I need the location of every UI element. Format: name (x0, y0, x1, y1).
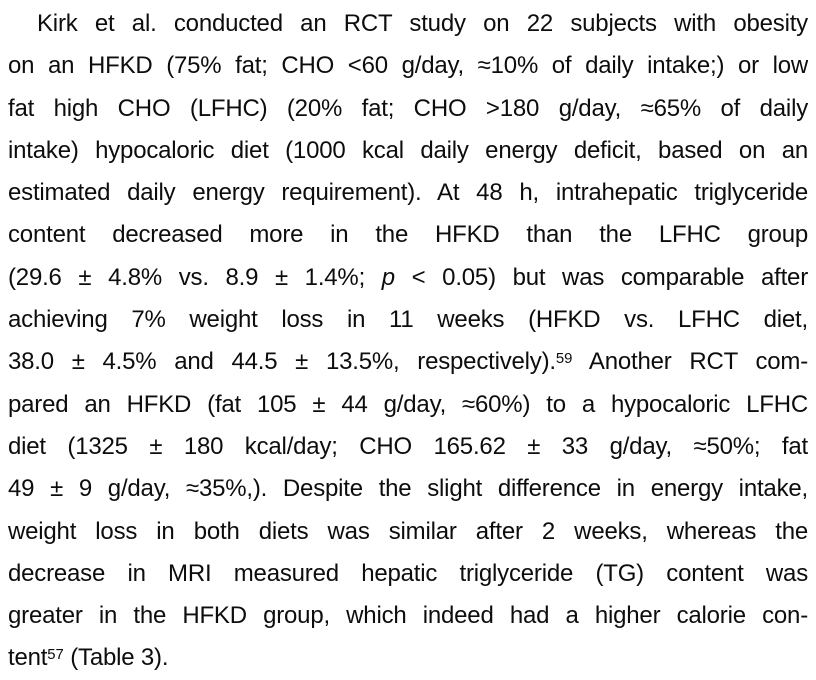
italic-text: p (381, 263, 395, 291)
text-line: fat high CHO (LFHC) (20% fat; CHO >180 g… (8, 88, 808, 130)
text-segment: diet (1325 ± 180 kcal/day; CHO 165.62 ± … (8, 432, 808, 460)
citation-superscript: 59 (555, 350, 573, 367)
text-line: decrease in MRI measured hepatic triglyc… (8, 553, 808, 595)
text-line: 38.0 ± 4.5% and 44.5 ± 13.5%, respective… (8, 341, 808, 383)
text-line: intake) hypocaloric diet (1000 kcal dail… (8, 130, 808, 172)
text-line: achieving 7% weight loss in 11 weeks (HF… (8, 299, 808, 341)
text-segment: decrease in MRI measured hepatic triglyc… (8, 559, 808, 587)
text-line: weight loss in both diets was similar af… (8, 511, 808, 553)
text-line: Kirk et al. conducted an RCT study on 22… (8, 3, 808, 45)
text-segment: < 0.05) but was comparable after (394, 263, 808, 291)
text-segment: estimated daily energy requirement). At … (8, 179, 808, 207)
text-segment: content decreased more in the HFKD than … (8, 221, 808, 249)
text-line: diet (1325 ± 180 kcal/day; CHO 165.62 ± … (8, 426, 808, 468)
text-line: tent57 (Table 3). (8, 637, 808, 679)
text-line: pared an HFKD (fat 105 ± 44 g/day, ≈60%)… (8, 384, 808, 426)
text-segment: on an HFKD (75% fat; CHO <60 g/day, ≈10%… (8, 52, 808, 80)
text-segment: 49 ± 9 g/day, ≈35%,). Despite the slight… (8, 475, 808, 503)
text-segment: greater in the HFKD group, which indeed … (8, 602, 808, 630)
text-line: (29.6 ± 4.8% vs. 8.9 ± 1.4%; p < 0.05) b… (8, 257, 808, 299)
text-segment: fat high CHO (LFHC) (20% fat; CHO >180 g… (8, 94, 808, 122)
text-segment: achieving 7% weight loss in 11 weeks (HF… (8, 306, 808, 334)
text-line: on an HFKD (75% fat; CHO <60 g/day, ≈10%… (8, 45, 808, 87)
citation-superscript: 57 (47, 646, 64, 663)
text-segment: Another RCT com- (572, 348, 808, 376)
text-segment: Kirk et al. conducted an RCT study on 22… (37, 10, 808, 37)
text-segment: pared an HFKD (fat 105 ± 44 g/day, ≈60%)… (8, 390, 808, 418)
text-segment: 38.0 ± 4.5% and 44.5 ± 13.5%, respective… (8, 348, 556, 376)
text-segment: (29.6 ± 4.8% vs. 8.9 ± 1.4%; (8, 263, 382, 291)
paragraph: Kirk et al. conducted an RCT study on 22… (8, 3, 808, 680)
text-line: 49 ± 9 g/day, ≈35%,). Despite the slight… (8, 468, 808, 510)
text-line: estimated daily energy requirement). At … (8, 172, 808, 214)
text-segment: weight loss in both diets was similar af… (8, 517, 808, 545)
text-line: greater in the HFKD group, which indeed … (8, 595, 808, 637)
text-line: content decreased more in the HFKD than … (8, 214, 808, 256)
text-segment: (Table 3). (63, 644, 169, 672)
text-segment: intake) hypocaloric diet (1000 kcal dail… (8, 136, 808, 164)
text-segment: tent (8, 644, 48, 672)
